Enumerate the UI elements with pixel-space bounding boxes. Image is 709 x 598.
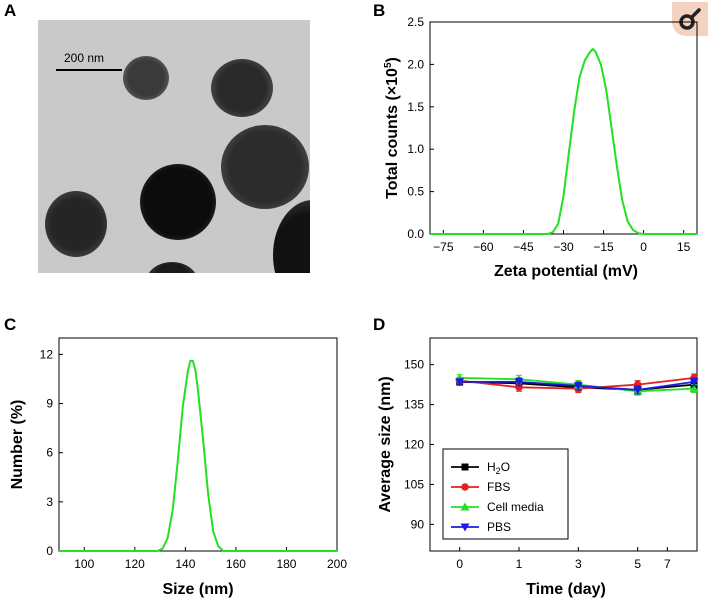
x-tick-label: −75 [433,240,454,254]
y-tick-label: 0.5 [407,185,424,199]
y-tick-label: 0.0 [407,227,424,241]
panel-letter-b: B [373,1,386,20]
x-axis-title: Zeta potential (mV) [494,263,638,280]
x-tick-label: 120 [125,557,145,571]
chart-c: 100 120 140 160 180 200 0 3 6 9 12 Size (nm) Number … [9,337,347,598]
legend-label: FBS [487,480,510,494]
y-axis-title: Average size (nm) [377,376,394,512]
marker-triangle-up [689,384,699,393]
x-tick-label: 100 [74,557,94,571]
x-tick-label: 1 [516,557,523,571]
legend: H2O FBS Cell media PBS [442,448,569,540]
chart-b: −75 −60 −45 −30 −15 0 15 0.0 0.5 1.0 1.5 2.0 2.5 Zeta… [383,15,698,280]
marker-triangle-down [633,386,643,395]
panel-letter-a: A [4,1,17,20]
legend-label: PBS [487,520,511,534]
y-tick-label: 90 [411,517,425,531]
nanoparticle [221,125,309,209]
x-tick-label: −30 [553,240,574,254]
marker-circle [461,483,469,491]
x-tick-label: 180 [276,557,296,571]
tem-micrograph: 200 nm [38,20,310,273]
y-tick-label: 2.5 [407,15,424,29]
y-tick-label: 105 [404,477,424,491]
y-tick-label: 150 [404,358,424,372]
x-tick-label: 160 [226,557,246,571]
x-tick-label: 5 [634,557,641,571]
x-tick-label: 15 [677,240,691,254]
y-tick-label: 9 [46,397,53,411]
legend-label: H2O [487,460,510,476]
marker-triangle-down [514,378,524,387]
marker-triangle-down [573,382,583,391]
marker-triangle-down [455,378,465,387]
y-tick-label: 120 [404,438,424,452]
nanoparticle [45,191,107,257]
x-tick-label: −60 [473,240,494,254]
marker-triangle-up [460,502,470,511]
plot-frame [429,21,698,235]
y-tick-label: 1.0 [407,142,424,156]
nanoparticle [140,164,216,240]
nanoparticle [146,262,198,273]
x-axis-title: Time (day) [526,581,606,598]
marker-circle [515,383,523,392]
series-3 [455,377,699,395]
y-axis-title: Number (%) [9,400,26,490]
x-tick-label: 140 [175,557,195,571]
x-tick-label: 0 [456,557,463,571]
y-tick-label: 3 [46,495,53,509]
plot-frame [58,337,338,552]
y-tick-label: 2.0 [407,57,424,71]
marker-square [461,463,469,471]
scale-bar [56,69,122,71]
legend-label: Cell media [487,500,544,514]
y-axis-title: Total counts (×105) [383,57,401,199]
panel-letter-d: D [373,315,386,334]
y-tick-label: 12 [40,347,54,361]
marker-triangle-down [460,523,470,532]
series-line-0 [430,47,697,235]
x-tick-label: −15 [593,240,614,254]
y-tick-label: 1.5 [407,100,424,114]
nanoparticle [211,59,273,117]
y-tick-label: 0 [46,544,53,558]
x-tick-label: 200 [327,557,347,571]
y-tick-label: 6 [46,446,53,460]
x-tick-label: 0 [640,240,647,254]
x-tick-label: −45 [513,240,534,254]
marker-triangle-down [689,378,699,387]
series-line-0 [59,359,337,552]
nanoparticle [123,56,169,100]
x-tick-label: 3 [575,557,582,571]
scale-bar-label: 200 nm [64,51,105,65]
panel-letter-c: C [4,315,17,334]
x-tick-label: 7 [664,557,671,571]
y-tick-label: 135 [404,398,424,412]
x-axis-title: Size (nm) [162,581,233,598]
